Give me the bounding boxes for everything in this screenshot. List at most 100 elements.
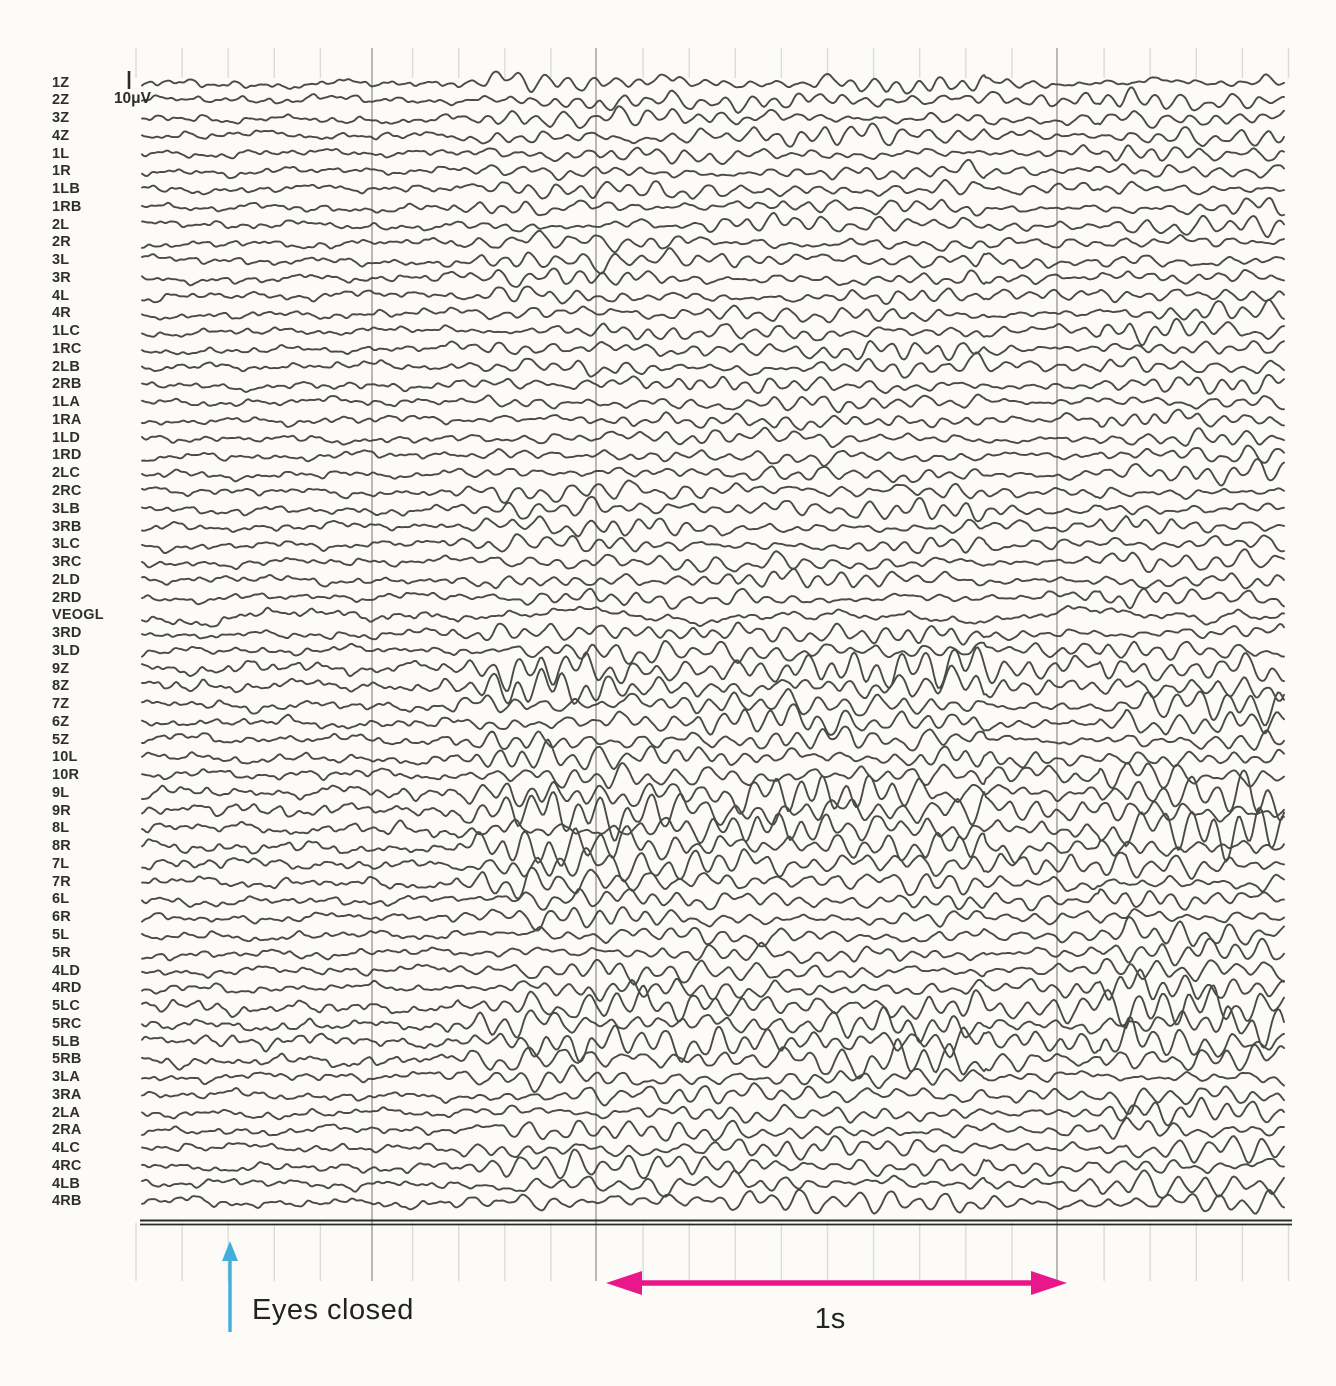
eeg-trace-4LC — [141, 1135, 1285, 1164]
channel-label: 9R — [52, 802, 71, 819]
eeg-trace-5Z — [141, 725, 1285, 752]
channel-label: 4RB — [52, 1193, 82, 1210]
eeg-trace-1Z — [141, 70, 1285, 95]
channel-label: 2LB — [52, 358, 80, 375]
channel-label: 7L — [52, 855, 70, 872]
eeg-trace-3Z — [141, 105, 1285, 130]
eeg-trace-3RC — [141, 548, 1285, 574]
channel-label: 9Z — [52, 660, 70, 677]
channel-label: 2L — [52, 216, 70, 233]
channel-label: 8L — [52, 820, 70, 837]
eeg-trace-4R — [141, 298, 1285, 324]
eeg-trace-3RA — [141, 1082, 1285, 1115]
channel-label: 1LA — [52, 394, 80, 411]
channel-label: 4LD — [52, 962, 80, 979]
channel-label: 6L — [52, 891, 70, 908]
eeg-trace-VEOGL — [141, 604, 1285, 628]
channel-label: 1R — [52, 163, 71, 180]
channel-label: 5RC — [52, 1015, 82, 1032]
channel-label: 1LD — [52, 429, 80, 446]
eeg-trace-2LA — [141, 1096, 1285, 1127]
eeg-trace-1RB — [141, 196, 1285, 217]
channel-label: 7R — [52, 873, 71, 890]
eeg-trace-7L — [141, 847, 1285, 883]
channel-label: 2R — [52, 234, 71, 251]
channel-label: 2RA — [52, 1122, 82, 1139]
eeg-trace-5R — [141, 937, 1285, 967]
channel-label: 4L — [52, 287, 70, 304]
channel-label: 1L — [52, 145, 70, 162]
channel-label: 3LA — [52, 1069, 80, 1086]
eeg-trace-5LC — [141, 984, 1285, 1030]
channel-label: 4Z — [52, 127, 70, 144]
eeg-trace-2RD — [141, 587, 1285, 610]
eeg-trace-4LD — [141, 957, 1285, 986]
channel-label: 2LA — [52, 1104, 80, 1121]
channel-label: VEOGL — [52, 607, 104, 624]
channel-label: 2LD — [52, 571, 80, 588]
eeg-trace-2L — [141, 211, 1285, 239]
eeg-trace-2LC — [141, 458, 1285, 487]
eeg-trace-1L — [141, 144, 1285, 166]
channel-label: 1RA — [52, 411, 82, 428]
channel-label: 7Z — [52, 696, 70, 713]
eeg-trace-3LB — [141, 495, 1285, 523]
eeg-trace-1R — [141, 158, 1285, 181]
channel-label: 4LC — [52, 1140, 80, 1157]
time-scale-label: 1s — [814, 1303, 846, 1335]
channel-label: 3RA — [52, 1086, 82, 1103]
eeg-trace-1LA — [141, 393, 1285, 414]
channel-label: 8Z — [52, 678, 70, 695]
channel-label: 3LB — [52, 500, 80, 517]
eeg-trace-9R — [141, 791, 1285, 842]
channel-label: 5R — [52, 944, 71, 961]
eeg-trace-7Z — [141, 687, 1285, 727]
eeg-trace-6Z — [141, 703, 1285, 736]
eeg-trace-6R — [141, 906, 1285, 932]
channel-label: 1RB — [52, 198, 82, 215]
eeg-trace-3LD — [141, 640, 1285, 665]
eeg-trace-8Z — [141, 664, 1285, 705]
eeg-trace-5RC — [141, 1005, 1285, 1049]
eeg-trace-4LB — [141, 1169, 1285, 1199]
eeg-traces — [141, 70, 1285, 1215]
channel-label: 5LC — [52, 998, 80, 1015]
channel-label: 3LD — [52, 642, 80, 659]
eeg-trace-1RC — [141, 339, 1285, 361]
eeg-trace-1RD — [141, 444, 1285, 468]
channel-label: 3RC — [52, 554, 82, 571]
channel-label: 3Z — [52, 110, 70, 127]
eeg-trace-2RC — [141, 479, 1285, 504]
eeg-trace-3R — [141, 267, 1285, 288]
eeg-trace-2R — [141, 229, 1285, 254]
channel-label: 5Z — [52, 731, 70, 748]
channel-label: 4LB — [52, 1175, 80, 1192]
channel-label: 1LC — [52, 323, 80, 340]
eeg-trace-2LB — [141, 351, 1285, 379]
eeg-trace-6L — [141, 887, 1285, 912]
eeg-trace-2RA — [141, 1116, 1285, 1142]
eeg-trace-4L — [141, 285, 1285, 306]
channel-label-column: 1Z 2Z 3Z 4Z 1L 1R 1LB 1RB 2L 2R 3L 3R 4L 4R 1LC 1RC 2LB 2… — [0, 0, 140, 1386]
channel-label: 4R — [52, 305, 71, 322]
eeg-trace-4RC — [141, 1148, 1285, 1180]
channel-label: 4RD — [52, 980, 82, 997]
scale-bar-label: 10μV — [113, 90, 151, 107]
channel-label: 5LB — [52, 1033, 80, 1050]
eeg-trace-1RA — [141, 408, 1285, 431]
eeg-trace-1LC — [141, 317, 1285, 347]
eeg-trace-7R — [141, 866, 1285, 900]
eeg-trace-2RB — [141, 373, 1285, 395]
channel-label: 10L — [52, 749, 78, 766]
channel-label: 1RC — [52, 340, 82, 357]
eeg-trace-8R — [141, 825, 1285, 867]
eeg-trace-1LB — [141, 179, 1285, 200]
eeg-trace-2Z — [141, 86, 1285, 114]
eeg-trace-3L — [141, 247, 1285, 275]
channel-label: 3RD — [52, 625, 82, 642]
eeg-trace-3RB — [141, 514, 1285, 538]
channel-label: 1LB — [52, 181, 80, 198]
channel-label: 3RB — [52, 518, 82, 535]
eeg-trace-5LB — [141, 1015, 1285, 1063]
